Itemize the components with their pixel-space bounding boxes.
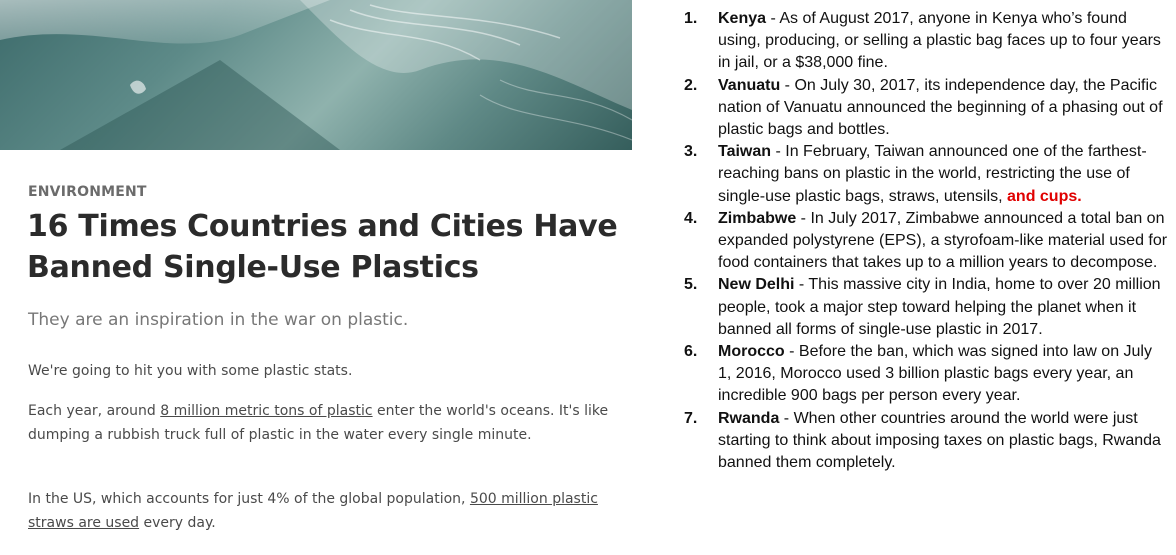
list-item: 4. Zimbabwe - In July 2017, Zimbabwe anno… (684, 208, 1169, 275)
article-title: 16 Times Countries and Cities Have Banne… (27, 209, 618, 285)
article-paragraph-1: We're going to hit you with some plastic… (28, 363, 353, 379)
list-number: 6. (684, 343, 698, 361)
plastic-tons-link[interactable]: 8 million metric tons of plastic (160, 403, 373, 419)
paragraph-text: Each year, around (28, 403, 161, 419)
list-text: - As of August 2017, anyone in Kenya who… (718, 10, 1161, 72)
list-number: 7. (684, 409, 698, 427)
list-item: 7. Rwanda - When other countries around t… (684, 408, 1169, 475)
list-text: - Before the ban, which was signed into … (718, 343, 1152, 405)
country-name: Morocco (718, 343, 785, 361)
hero-image (0, 0, 632, 150)
list-number: 5. (684, 276, 698, 294)
country-name: Vanuatu (718, 76, 781, 94)
list-text: - When other countries around the world … (718, 409, 1161, 472)
list-text: - This massive city in India, home to ov… (718, 276, 1161, 338)
paragraph-text: In the US, which accounts for just 4% of… (28, 491, 470, 507)
plastic-underwater-illustration (0, 0, 632, 150)
list-number: 2. (684, 76, 698, 94)
country-name: Rwanda (718, 409, 780, 427)
highlighted-text: and cups. (1007, 187, 1082, 205)
article-category[interactable]: ENVIRONMENT (28, 184, 147, 200)
list-item: 1. Kenya - As of August 2017, anyone in K… (684, 8, 1169, 75)
paragraph-text: every day. (139, 515, 216, 531)
list-item: 3. Taiwan - In February, Taiwan announced… (684, 141, 1169, 208)
article-paragraph-3: In the US, which accounts for just 4% of… (28, 487, 618, 535)
paragraph-text: enter the world's oceans. It's like dump… (28, 403, 609, 443)
country-name: Kenya (718, 10, 767, 27)
country-name: New Delhi (718, 276, 795, 294)
list-number: 3. (684, 143, 698, 161)
country-name: Zimbabwe (718, 209, 797, 227)
country-name: Taiwan (718, 143, 772, 161)
list-text: - In July 2017, Zimbabwe announced a tot… (718, 209, 1168, 272)
list-item: 2. Vanuatu - On July 30, 2017, its indepe… (684, 75, 1169, 142)
ban-list: 1. Kenya - As of August 2017, anyone in K… (684, 8, 1169, 474)
article-paragraph-2: Each year, around 8 million metric tons … (28, 399, 618, 447)
plastic-straws-link[interactable]: 500 million plastic straws are used (28, 491, 598, 531)
list-item: 5. New Delhi - This massive city in India… (684, 274, 1169, 341)
list-text: - On July 30, 2017, its independence day… (718, 76, 1163, 139)
list-number: 4. (684, 209, 698, 227)
list-text: - In February, Taiwan announced one of t… (718, 143, 1147, 205)
list-item: 6. Morocco - Before the ban, which was si… (684, 341, 1169, 408)
list-number: 1. (684, 10, 698, 27)
article-subtitle: They are an inspiration in the war on pl… (28, 310, 409, 330)
